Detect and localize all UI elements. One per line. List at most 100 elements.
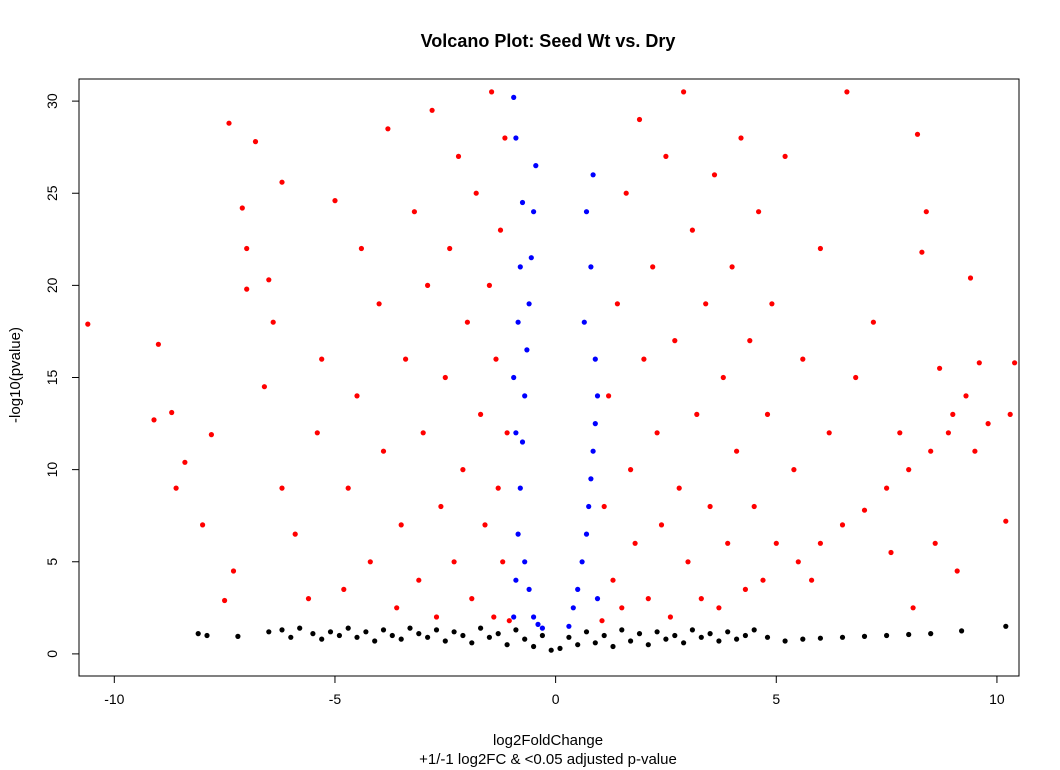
data-point [279,627,285,633]
data-point [305,596,312,602]
data-point [676,485,682,491]
data-point [734,448,740,454]
data-point [288,634,294,640]
data-point [497,227,504,233]
data-point [292,531,298,537]
data-point [522,559,528,565]
data-point [636,116,643,123]
data-point [155,341,161,347]
data-point [910,605,916,611]
data-point [515,531,521,537]
data-point [208,432,214,438]
data-point [531,643,537,650]
data-point [619,605,625,611]
data-point [861,633,868,640]
data-point [367,559,373,565]
data-point [782,153,788,159]
data-point [923,209,929,215]
data-point [517,485,523,491]
data-point [433,614,440,620]
data-point [539,625,546,631]
data-point [672,338,678,344]
data-point [239,205,245,211]
data-point [204,632,210,639]
data-point [884,485,890,491]
x-tick-label: -5 [329,691,342,707]
data-point [511,374,517,381]
y-tick-label: 30 [44,93,60,109]
data-point [442,374,448,381]
data-point [425,282,431,288]
data-point [870,319,877,325]
data-point [482,522,488,528]
data-point [716,605,722,611]
data-point [513,627,519,633]
data-point [698,634,704,640]
data-point [725,629,731,635]
data-point [385,126,391,132]
data-point [513,577,519,583]
data-point [519,199,526,206]
data-point [535,621,541,628]
data-point [888,549,894,556]
data-point [581,319,587,325]
data-point [906,467,912,473]
data-point [645,596,651,602]
data-point [469,640,475,646]
data-point [1012,360,1018,366]
data-point [279,485,285,491]
data-point [747,338,753,344]
data-point [566,623,572,629]
data-point [685,559,691,565]
data-point [519,439,526,445]
data-point [817,635,824,641]
data-point [394,605,400,611]
x-axis: -10 -5 0 5 10 [104,675,1005,707]
data-point [526,586,532,593]
data-point [169,409,175,416]
data-point [200,522,206,528]
data-point [592,421,598,427]
data-points [85,89,1018,653]
data-point [853,374,859,381]
data-point [773,540,779,546]
data-point [636,631,643,637]
data-point [791,467,797,473]
data-point [345,625,351,631]
data-point [314,430,320,436]
y-tick-label: 0 [44,650,60,658]
data-point [332,198,338,204]
data-point [533,163,539,169]
data-point [711,172,718,178]
data-point [460,632,466,639]
data-point [945,430,952,436]
data-point [897,430,903,436]
data-point [760,577,766,583]
data-point [513,430,519,436]
data-point [235,633,241,640]
data-point [654,430,660,436]
data-point [606,393,612,399]
x-axis-label: log2FoldChange [493,732,603,749]
data-point [376,301,382,307]
data-point [513,135,519,141]
data-point [372,638,378,644]
data-point [230,568,237,574]
data-point [884,632,890,639]
data-point [222,597,228,604]
data-point [363,629,369,635]
y-tick-label: 10 [44,462,60,478]
data-point [319,356,325,362]
data-point [583,629,590,635]
data-point [341,586,347,593]
data-point [689,627,696,633]
data-point [575,586,581,593]
data-point [592,640,598,646]
data-point [522,393,528,399]
data-point [151,417,157,423]
data-point [489,89,495,95]
data-point [928,631,934,637]
data-point [800,636,806,642]
data-point [800,356,806,362]
